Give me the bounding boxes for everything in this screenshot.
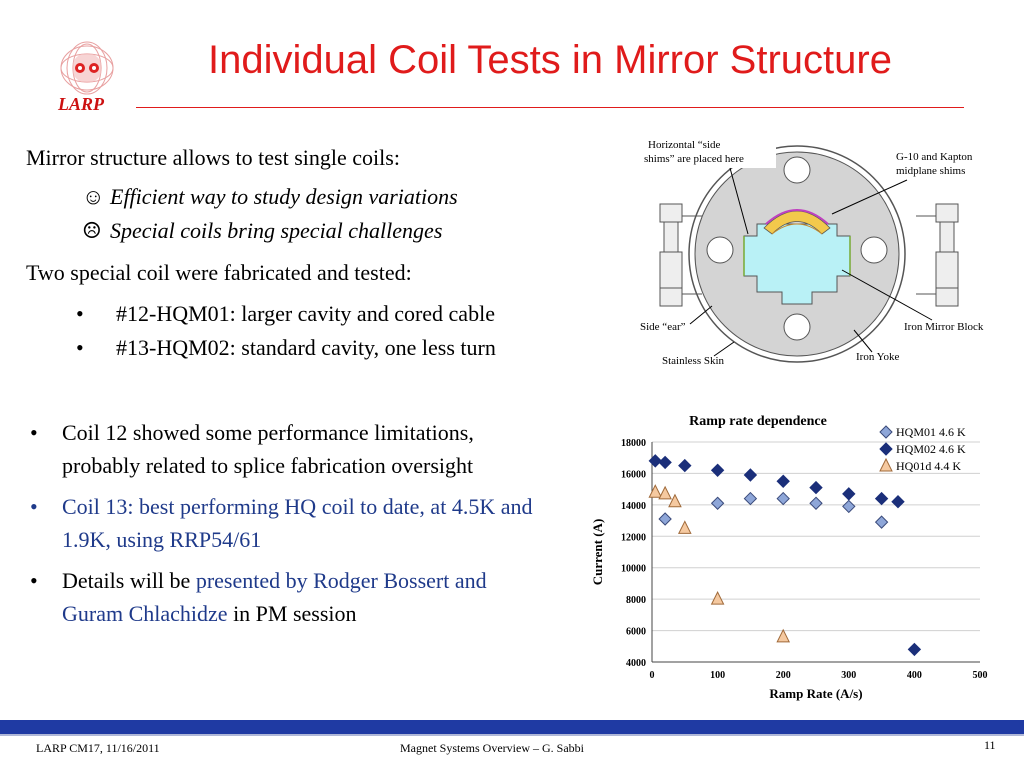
- legend-marker-2: [879, 442, 893, 456]
- ramp-rate-chart: 4000 6000 8000 10000 12000 14000 16000 18000 0 10…: [590, 414, 988, 701]
- footer-left: LARP CM17, 11/16/2011: [36, 741, 160, 755]
- coil-item: • #13-HQM02: standard cavity, one less t…: [76, 335, 496, 361]
- label-g10-1: G-10 and Kapton: [896, 151, 973, 163]
- y-tick-label: 18000: [621, 438, 646, 449]
- y-tick-label: 10000: [621, 564, 646, 575]
- presenters-link: presented by Rodger Bossert and Guram Ch…: [62, 568, 487, 626]
- data-point-2: [842, 487, 856, 501]
- label-stainless-skin: Stainless Skin: [662, 355, 725, 367]
- data-point-2: [710, 463, 725, 477]
- legend-label-2: HQM02 4.6 K: [896, 442, 966, 456]
- label-side-shims-1: Horizontal “side: [648, 139, 721, 151]
- data-point-1: [658, 512, 672, 526]
- finding-text: Details will be presented by Rodger Boss…: [62, 568, 487, 626]
- bullet-dot: •: [30, 568, 38, 593]
- coil-item: • #12-HQM01: larger cavity and cored cab…: [76, 301, 495, 327]
- y-tick-label: 14000: [621, 501, 646, 512]
- data-point-3: [710, 591, 725, 605]
- title-divider: [136, 107, 964, 108]
- y-tick-label: 12000: [621, 532, 646, 543]
- data-point-3: [677, 520, 692, 534]
- data-point-1: [809, 496, 823, 510]
- legend-marker-3: [879, 457, 893, 472]
- con-text: Special coils bring special challenges: [110, 218, 443, 243]
- bullet-dot: •: [76, 335, 84, 360]
- finding-text: Coil 13: best performing HQ coil to date…: [62, 494, 533, 552]
- data-point-1: [776, 491, 790, 506]
- findings-list: • Coil 12 showed some performance limita…: [30, 416, 550, 638]
- larp-logo-icon: [60, 41, 114, 95]
- pro-text: Efficient way to study design variations: [110, 184, 458, 209]
- data-point-1: [710, 496, 725, 510]
- logo-text: LARP: [58, 94, 105, 114]
- y-tick-label: 4000: [626, 658, 646, 669]
- pro-item: ☺ Efficient way to study design variatio…: [82, 184, 458, 210]
- coil-text: #13-HQM02: standard cavity, one less tur…: [116, 335, 496, 360]
- data-point-3: [658, 485, 672, 500]
- intro-line-1: Mirror structure allows to test single c…: [26, 145, 400, 170]
- data-point-2: [658, 455, 672, 470]
- data-point-2: [874, 491, 889, 506]
- data-point-3: [668, 493, 682, 508]
- data-point-3: [648, 484, 663, 498]
- coil: [763, 210, 831, 235]
- iron-mirror-block: [743, 223, 851, 305]
- finding-text: Coil 12 showed some performance limitati…: [62, 420, 474, 478]
- y-tick-label: 16000: [621, 469, 646, 480]
- mirror-structure-diagram: Horizontal “side shims” are placed here …: [638, 136, 984, 367]
- footer-line: [0, 734, 1024, 736]
- bullet-dot: •: [30, 420, 38, 445]
- frowning-face-icon: ☹: [82, 218, 102, 243]
- finding-item: • Coil 13: best performing HQ coil to da…: [30, 490, 550, 556]
- smiley-face-icon: ☺: [82, 184, 105, 209]
- page-title: Individual Coil Tests in Mirror Structur…: [208, 38, 892, 82]
- bullet-dot: •: [30, 494, 38, 519]
- finding-item: • Coil 12 showed some performance limita…: [30, 416, 550, 482]
- data-point-2: [907, 642, 922, 657]
- data-point-2: [891, 495, 905, 509]
- data-point-1: [842, 499, 856, 514]
- x-tick-label: 300: [841, 670, 856, 681]
- footer-bar: [0, 720, 1024, 734]
- x-tick-label: 100: [710, 670, 725, 681]
- data-point-2: [648, 454, 662, 468]
- x-tick-label: 200: [776, 670, 791, 681]
- x-tick-label: 400: [907, 670, 922, 681]
- con-item: ☹ Special coils bring special challenges: [82, 218, 442, 244]
- legend-marker-1: [879, 425, 893, 439]
- legend-label-1: HQM01 4.6 K: [896, 425, 966, 439]
- page-number: 11: [984, 738, 996, 752]
- intro-line-2: Two special coil were fabricated and tes…: [26, 260, 412, 285]
- x-tick-label: 0: [650, 670, 655, 681]
- x-axis-label: Ramp Rate (A/s): [769, 686, 862, 701]
- data-point-2: [776, 474, 790, 488]
- label-side-shims-2: shims” are placed here: [644, 153, 744, 165]
- data-point-2: [743, 468, 758, 482]
- y-tick-label: 6000: [626, 627, 646, 638]
- coil-text: #12-HQM01: larger cavity and cored cable: [116, 301, 495, 326]
- label-side-ear: Side “ear”: [640, 321, 686, 333]
- finding-item: • Details will be presented by Rodger Bo…: [30, 564, 550, 630]
- y-axis-label: Current (A): [590, 519, 605, 586]
- data-point-1: [874, 515, 889, 529]
- data-point-2: [678, 458, 692, 473]
- data-point-1: [743, 491, 758, 506]
- data-point-3: [776, 628, 791, 643]
- footer-center: Magnet Systems Overview – G. Sabbi: [400, 741, 584, 755]
- y-tick-label: 8000: [626, 595, 646, 606]
- chart-title: Ramp rate dependence: [689, 414, 827, 429]
- data-point-2: [809, 480, 823, 495]
- label-g10-2: midplane shims: [896, 165, 965, 177]
- legend-label-3: HQ01d 4.4 K: [896, 459, 961, 473]
- x-tick-label: 500: [973, 670, 988, 681]
- label-iron-yoke: Iron Yoke: [856, 351, 900, 363]
- label-iron-mirror-block: Iron Mirror Block: [904, 321, 984, 333]
- bullet-dot: •: [76, 301, 84, 326]
